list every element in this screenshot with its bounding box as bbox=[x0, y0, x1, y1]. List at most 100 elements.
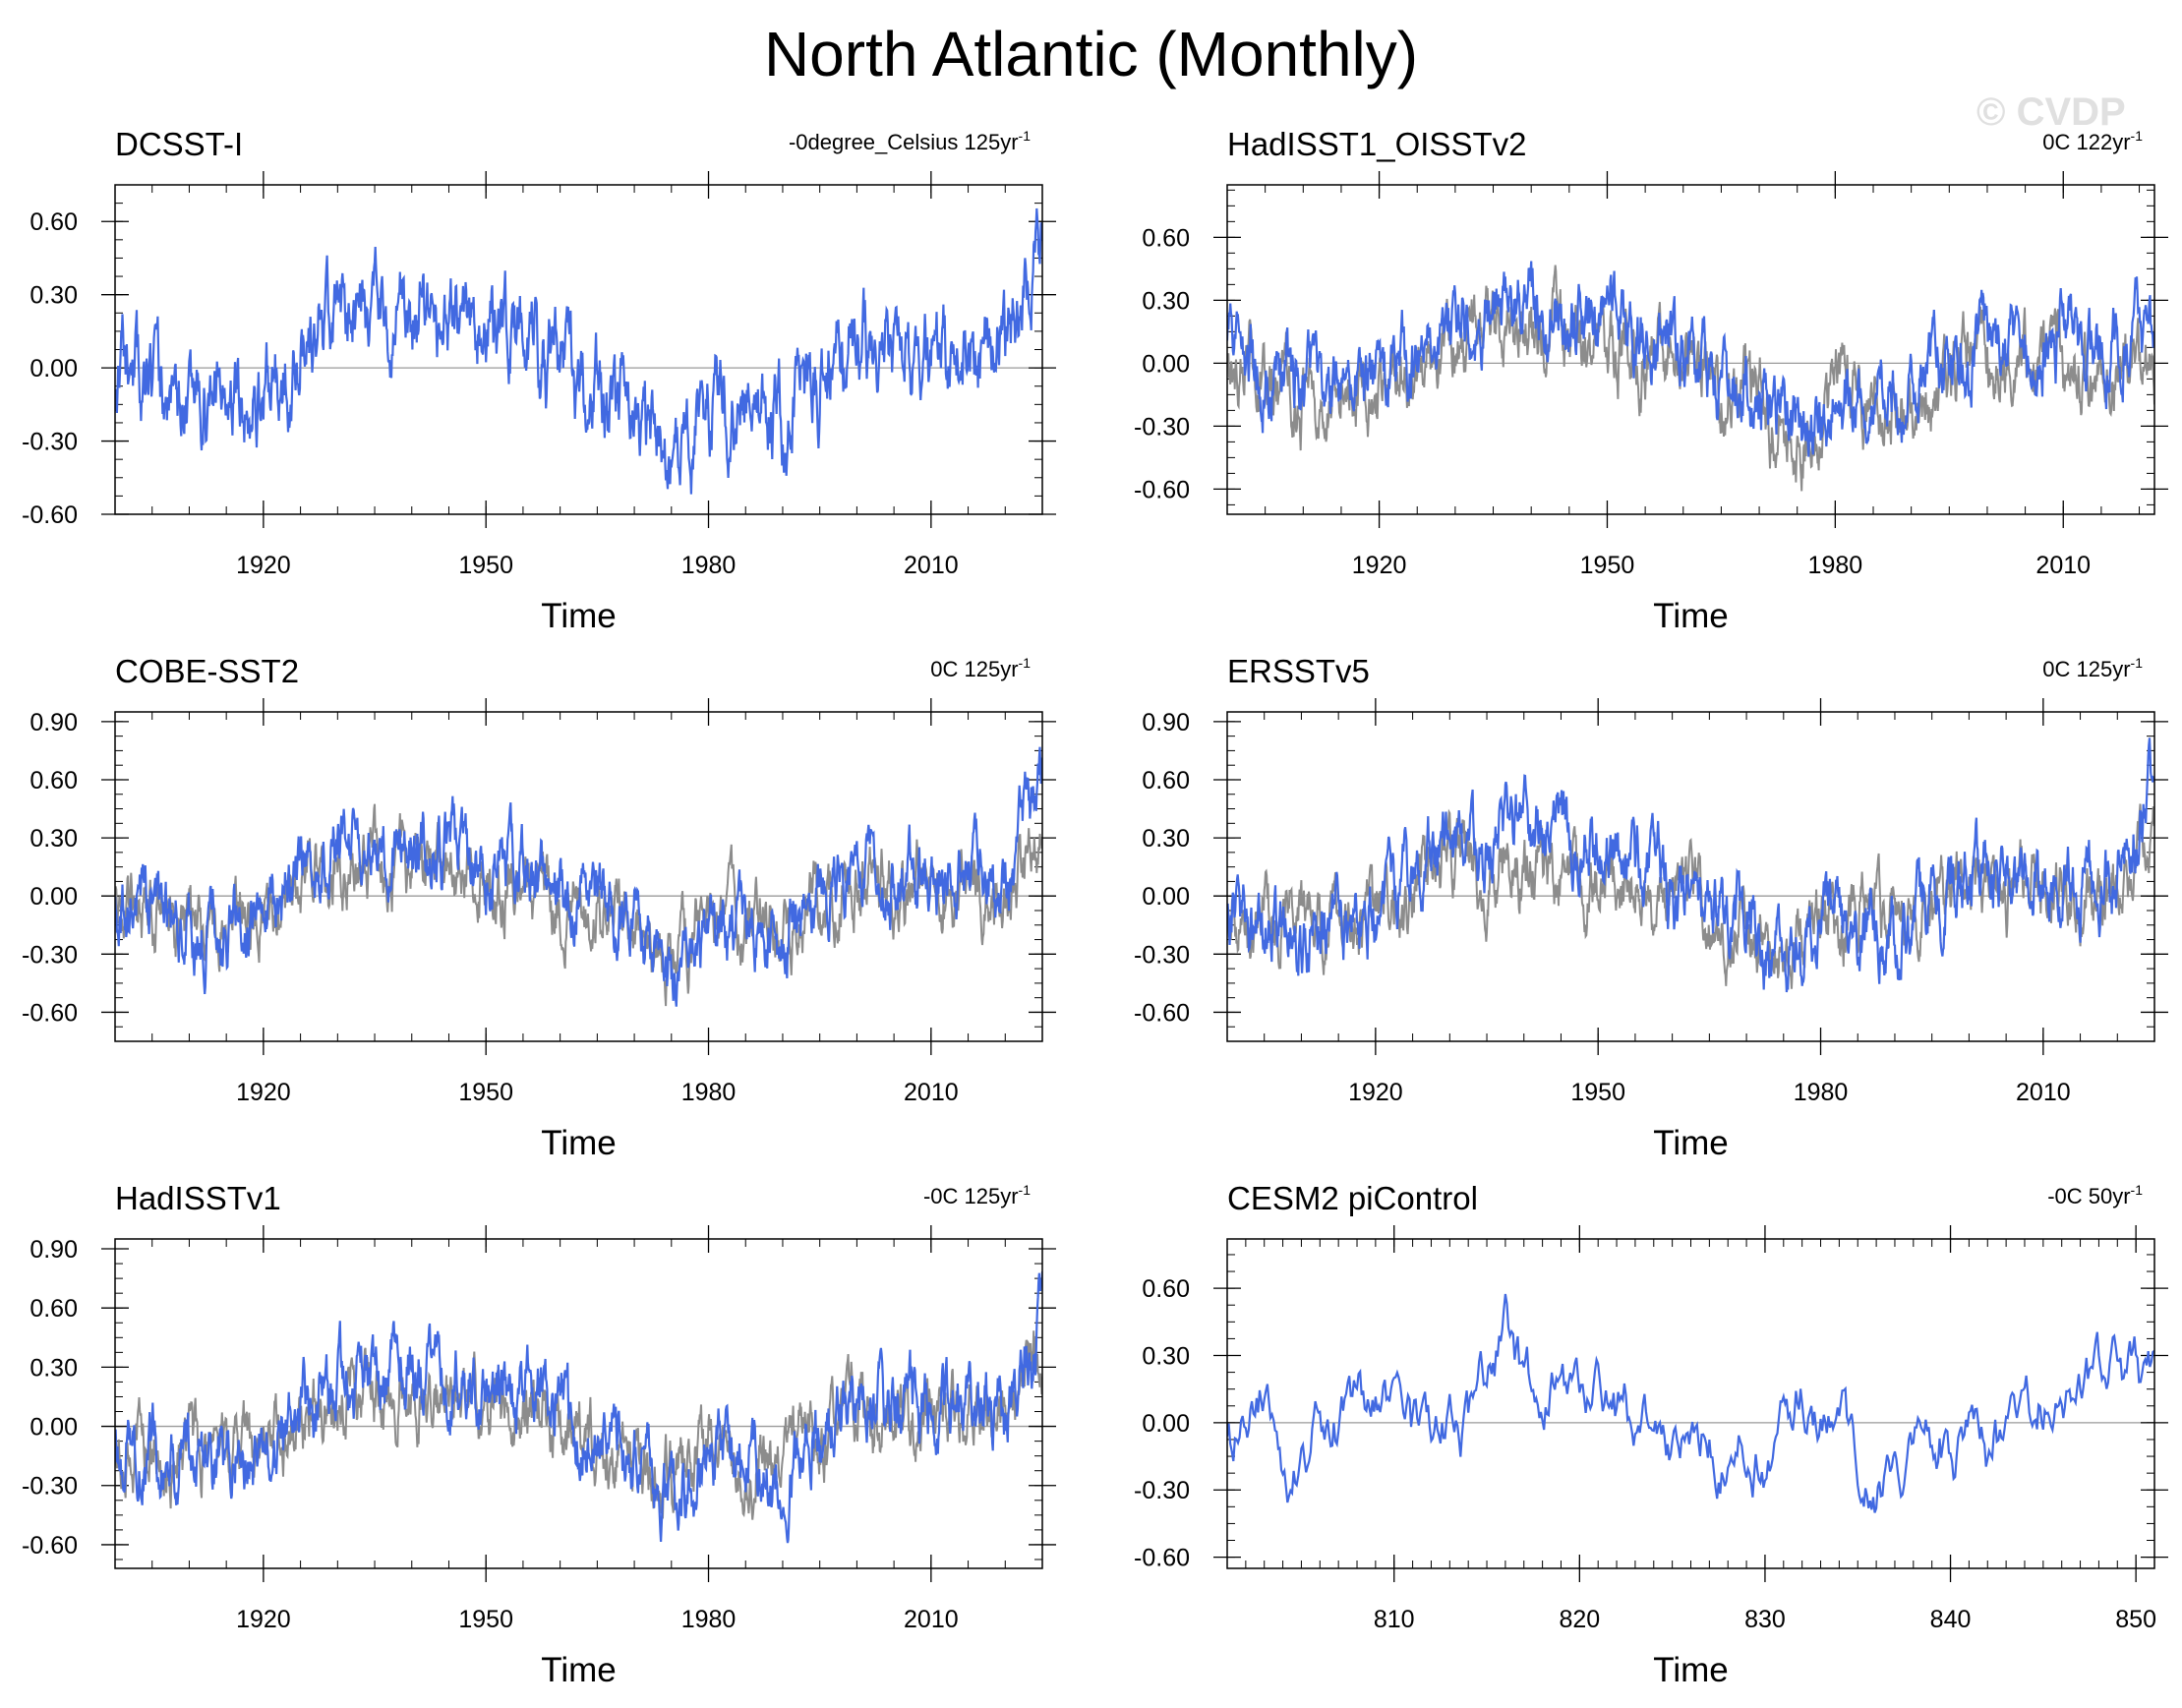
y-tick-label: 0.00 bbox=[29, 355, 78, 383]
panel-annotation-exponent: -1 bbox=[2131, 1182, 2144, 1198]
x-axis-label: Time bbox=[1653, 1124, 1728, 1162]
y-tick-label: -0.30 bbox=[1134, 1477, 1190, 1504]
x-axis-label: Time bbox=[541, 1651, 616, 1689]
x-tick-label: 1920 bbox=[1348, 1079, 1403, 1106]
x-tick-label: 2010 bbox=[904, 1079, 959, 1106]
panel-annotation-exponent: -1 bbox=[2131, 128, 2144, 144]
x-tick-label: 1920 bbox=[236, 552, 291, 579]
x-axis-label: Time bbox=[1653, 597, 1728, 635]
y-tick-label: 0.00 bbox=[29, 1414, 78, 1442]
x-tick-label: 2010 bbox=[904, 552, 959, 579]
series-line-reference bbox=[115, 803, 1042, 1007]
x-tick-label: 2010 bbox=[904, 1606, 959, 1633]
y-tick-label: -0.30 bbox=[1134, 941, 1190, 969]
y-tick-label: 0.60 bbox=[1142, 224, 1190, 252]
y-tick-label: 0.30 bbox=[29, 282, 78, 310]
panel-title: DCSST-I bbox=[115, 126, 243, 162]
panel-annotation: 0C 122yr-1 bbox=[2042, 128, 2143, 154]
plot-frame bbox=[114, 184, 1043, 515]
panel-annotation: 0C 125yr-1 bbox=[2042, 655, 2143, 681]
y-tick-label: -0.30 bbox=[1134, 413, 1190, 441]
y-tick-label: 0.90 bbox=[29, 709, 78, 736]
y-tick-label: -0.60 bbox=[22, 501, 78, 529]
x-tick-label: 1980 bbox=[1794, 1079, 1849, 1106]
y-tick-label: -0.30 bbox=[22, 1473, 78, 1501]
x-tick-label: 1920 bbox=[1352, 552, 1407, 579]
x-tick-label: 1950 bbox=[1570, 1079, 1625, 1106]
x-axis-label: Time bbox=[541, 1124, 616, 1162]
y-tick-label: 0.00 bbox=[1142, 350, 1190, 378]
y-tick-label: 0.60 bbox=[29, 767, 78, 795]
y-tick-label: -0.60 bbox=[22, 1532, 78, 1560]
x-tick-label: 2010 bbox=[2035, 552, 2091, 579]
x-tick-label: 1980 bbox=[681, 1606, 737, 1633]
y-tick-label: -0.60 bbox=[22, 999, 78, 1027]
panel-annotation: 0C 125yr-1 bbox=[930, 655, 1031, 681]
panel-title: COBE-SST2 bbox=[115, 653, 299, 689]
y-tick-label: 0.30 bbox=[29, 1354, 78, 1382]
plot-frame bbox=[1226, 711, 2155, 1042]
plot-frame bbox=[114, 1238, 1043, 1569]
x-tick-label: 810 bbox=[1374, 1606, 1415, 1633]
plot-frame bbox=[114, 711, 1043, 1042]
x-tick-label: 1950 bbox=[458, 552, 513, 579]
panel-title: CESM2 piControl bbox=[1227, 1180, 1478, 1216]
panel-annotation-exponent: -1 bbox=[2131, 655, 2144, 671]
series-line-reference bbox=[115, 1330, 1042, 1520]
x-tick-label: 1950 bbox=[458, 1079, 513, 1106]
y-tick-label: 0.60 bbox=[1142, 1275, 1190, 1303]
y-tick-label: 0.30 bbox=[1142, 825, 1190, 853]
series-line-observed bbox=[1227, 261, 2154, 457]
plot-frame bbox=[1226, 1238, 2155, 1569]
figure-title: North Atlantic (Monthly) bbox=[763, 19, 1419, 89]
chart-panel: CESM2 piControl -0C 50yr-1 -0.60 -0.30 0.00 0… bbox=[1134, 1180, 2168, 1689]
x-tick-label: 840 bbox=[1930, 1606, 1972, 1633]
plot-frame bbox=[1226, 184, 2155, 515]
y-tick-label: 0.60 bbox=[29, 1295, 78, 1323]
x-tick-label: 1980 bbox=[681, 552, 737, 579]
panel-annotation-exponent: -1 bbox=[1019, 128, 1032, 144]
watermark: © CVDP bbox=[1976, 90, 2126, 134]
y-tick-label: 0.30 bbox=[1142, 1343, 1190, 1371]
series-line-observed bbox=[115, 1271, 1042, 1544]
x-tick-label: 1950 bbox=[458, 1606, 513, 1633]
series-line-observed bbox=[115, 746, 1042, 1007]
y-tick-label: 0.30 bbox=[29, 825, 78, 853]
chart-panel: DCSST-I -0degree_Celsius 125yr-1 -0.60 -0.3… bbox=[22, 126, 1056, 635]
x-tick-label: 1920 bbox=[236, 1606, 291, 1633]
y-tick-label: 0.90 bbox=[29, 1236, 78, 1264]
chart-panel: ERSSTv5 0C 125yr-1 -0.60 -0.30 0.00 0.30 0.60 0… bbox=[1134, 653, 2168, 1162]
x-tick-label: 2010 bbox=[2016, 1079, 2071, 1106]
x-tick-label: 1980 bbox=[1808, 552, 1863, 579]
panel-annotation-exponent: -1 bbox=[1019, 1182, 1032, 1198]
y-tick-label: 0.00 bbox=[29, 883, 78, 911]
panel-title: ERSSTv5 bbox=[1227, 653, 1370, 689]
x-tick-label: 1980 bbox=[681, 1079, 737, 1106]
chart-panel: COBE-SST2 0C 125yr-1 -0.60 -0.30 0.00 0.30 0.6… bbox=[22, 653, 1056, 1162]
panel-annotation: -0C 50yr-1 bbox=[2047, 1182, 2143, 1208]
y-tick-label: -0.30 bbox=[22, 941, 78, 969]
panel-annotation: -0degree_Celsius 125yr-1 bbox=[789, 128, 1031, 154]
y-tick-label: -0.60 bbox=[1134, 476, 1190, 503]
y-tick-label: -0.60 bbox=[1134, 1545, 1190, 1572]
y-tick-label: 0.60 bbox=[29, 208, 78, 236]
y-tick-label: 0.00 bbox=[1142, 883, 1190, 911]
chart-panel: HadISST1_OISSTv2 0C 122yr-1 -0.60 -0.30 0.00… bbox=[1134, 126, 2168, 635]
x-axis-label: Time bbox=[1653, 1651, 1728, 1689]
series-line-observed bbox=[115, 207, 1042, 495]
x-tick-label: 830 bbox=[1744, 1606, 1786, 1633]
y-tick-label: -0.30 bbox=[22, 429, 78, 456]
series-line-observed bbox=[1227, 737, 2154, 993]
y-tick-label: 0.60 bbox=[1142, 767, 1190, 795]
x-tick-label: 1920 bbox=[236, 1079, 291, 1106]
y-tick-label: -0.60 bbox=[1134, 999, 1190, 1027]
y-tick-label: 0.90 bbox=[1142, 709, 1190, 736]
x-tick-label: 1950 bbox=[1580, 552, 1635, 579]
panel-annotation-exponent: -1 bbox=[1019, 655, 1032, 671]
panel-title: HadISST1_OISSTv2 bbox=[1227, 126, 1526, 162]
panel-annotation: -0C 125yr-1 bbox=[923, 1182, 1031, 1208]
y-tick-label: 0.30 bbox=[1142, 287, 1190, 315]
chart-panel: HadISSTv1 -0C 125yr-1 -0.60 -0.30 0.00 0.30 0.… bbox=[22, 1180, 1056, 1689]
panel-title: HadISSTv1 bbox=[115, 1180, 281, 1216]
